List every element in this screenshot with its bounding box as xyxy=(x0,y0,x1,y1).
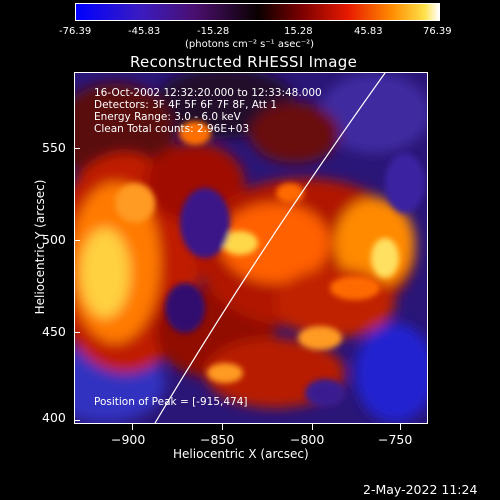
y-tick-label: 400 xyxy=(42,410,66,425)
x-tick-label: −850 xyxy=(200,432,235,447)
y-tick-label: 550 xyxy=(42,140,66,155)
solar-image-heatmap xyxy=(75,73,427,423)
energy-range-text: Energy Range: 3.0 - 6.0 keV xyxy=(94,111,241,123)
y-tick-label: 450 xyxy=(42,324,66,339)
colorbar-tick-label: 45.83 xyxy=(354,26,383,37)
x-tick xyxy=(312,424,313,430)
colorbar xyxy=(75,3,440,21)
clean-counts-text: Clean Total counts: 2.96E+03 xyxy=(94,123,250,135)
x-tick xyxy=(132,424,133,430)
colorbar-tick-label: 15.28 xyxy=(284,26,313,37)
x-tick xyxy=(222,424,223,430)
y-tick xyxy=(74,420,80,421)
x-tick xyxy=(400,424,401,430)
colorbar-tick-label: -45.83 xyxy=(128,26,161,37)
colorbar-tick-label: -76.39 xyxy=(59,26,92,37)
x-tick-label: −800 xyxy=(290,432,325,447)
y-tick xyxy=(74,148,80,149)
y-tick-label: 500 xyxy=(42,232,66,247)
detectors-text: Detectors: 3F 4F 5F 6F 7F 8F, Att 1 xyxy=(94,99,278,111)
colorbar-tick-label: 76.39 xyxy=(423,26,452,37)
colorbar-tick-label: -15.28 xyxy=(197,26,230,37)
x-tick-label: −900 xyxy=(111,432,146,447)
solar-image xyxy=(74,72,428,424)
y-tick xyxy=(74,240,80,241)
peak-position-text: Position of Peak = [-915,474] xyxy=(94,396,248,408)
y-axis-label: Heliocentric Y (arcsec) xyxy=(33,179,47,315)
y-tick xyxy=(74,332,80,333)
x-tick-label: −750 xyxy=(378,432,413,447)
colorbar-units: (photons cm⁻² s⁻¹ asec⁻²) xyxy=(185,39,315,50)
time-range-text: 16-Oct-2002 12:32:20.000 to 12:33:48.000 xyxy=(94,87,322,99)
date-stamp: 2-May-2022 11:24 xyxy=(363,482,478,497)
x-axis-label: Heliocentric X (arcsec) xyxy=(173,447,309,461)
plot-title: Reconstructed RHESSI Image xyxy=(130,53,358,71)
